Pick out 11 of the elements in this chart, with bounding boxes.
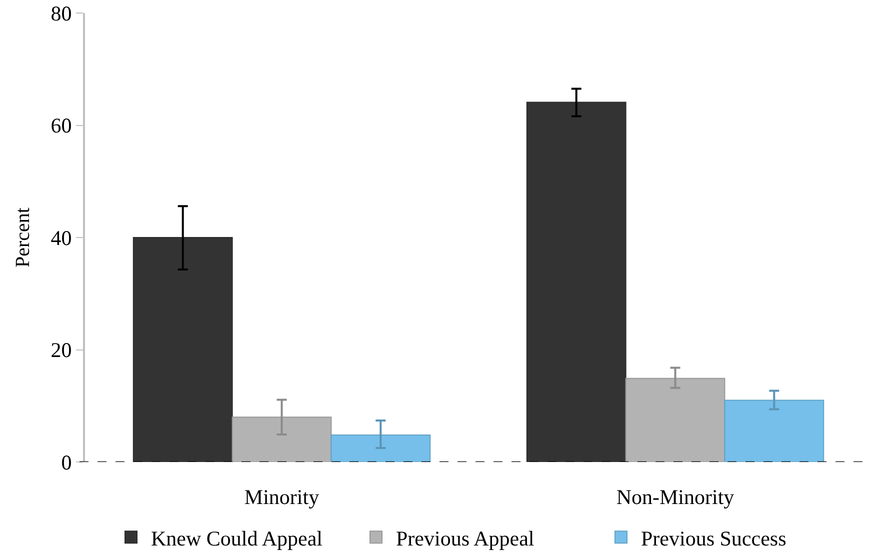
legend-label: Knew Could Appeal [151, 526, 323, 550]
legend-label: Previous Appeal [396, 526, 534, 550]
y-tick-label: 40 [50, 226, 72, 250]
legend-label: Previous Success [641, 526, 786, 550]
x-tick-label: Non-Minority [616, 485, 735, 509]
y-tick-label: 60 [50, 114, 72, 138]
y-tick-label: 20 [50, 338, 72, 362]
y-tick-label: 0 [61, 450, 72, 474]
y-axis-title: Percent [12, 207, 34, 268]
x-tick-label: Minority [244, 485, 320, 509]
y-tick-label: 80 [50, 1, 72, 26]
